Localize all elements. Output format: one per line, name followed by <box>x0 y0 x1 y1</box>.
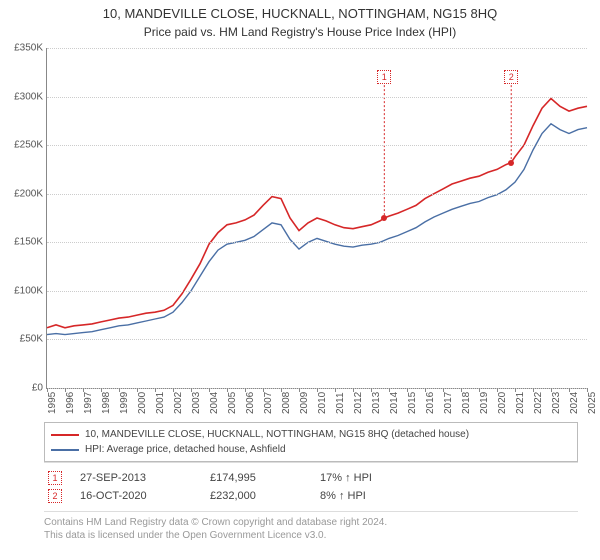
x-axis-label: 2013 <box>371 392 382 414</box>
sale-row-marker: 2 <box>48 489 62 503</box>
footnote-line: This data is licensed under the Open Gov… <box>44 529 578 542</box>
x-axis-label: 1996 <box>65 392 76 414</box>
sale-price: £232,000 <box>210 490 320 502</box>
sale-price: £174,995 <box>210 472 320 484</box>
chart-title: 10, MANDEVILLE CLOSE, HUCKNALL, NOTTINGH… <box>0 0 600 23</box>
x-axis-label: 1999 <box>119 392 130 414</box>
y-axis-label: £150K <box>14 237 43 248</box>
gridline <box>47 48 587 49</box>
footnote: Contains HM Land Registry data © Crown c… <box>44 516 578 542</box>
y-axis-label: £250K <box>14 140 43 151</box>
legend-row: 10, MANDEVILLE CLOSE, HUCKNALL, NOTTINGH… <box>51 427 571 442</box>
line-chart-svg <box>47 48 587 388</box>
x-axis-label: 1995 <box>47 392 58 414</box>
legend-row: HPI: Average price, detached house, Ashf… <box>51 442 571 457</box>
gridline <box>47 194 587 195</box>
gridline <box>47 242 587 243</box>
sale-date: 16-OCT-2020 <box>80 490 210 502</box>
x-axis-label: 2024 <box>569 392 580 414</box>
sale-hpi: 17% ↑ HPI <box>320 472 420 484</box>
y-axis-label: £200K <box>14 188 43 199</box>
x-axis-label: 2007 <box>263 392 274 414</box>
x-axis-label: 1997 <box>83 392 94 414</box>
x-axis-label: 2016 <box>425 392 436 414</box>
x-axis-label: 2023 <box>551 392 562 414</box>
legend-label: 10, MANDEVILLE CLOSE, HUCKNALL, NOTTINGH… <box>85 427 469 442</box>
x-axis-label: 2011 <box>335 392 346 414</box>
legend-label: HPI: Average price, detached house, Ashf… <box>85 442 286 457</box>
x-axis-label: 2022 <box>533 392 544 414</box>
x-axis-label: 2017 <box>443 392 454 414</box>
x-axis-label: 2010 <box>317 392 328 414</box>
x-axis-label: 2002 <box>173 392 184 414</box>
y-axis-label: £0 <box>32 383 43 394</box>
sale-marker-label: 1 <box>377 70 391 84</box>
x-axis-label: 2005 <box>227 392 238 414</box>
x-axis-label: 2014 <box>389 392 400 414</box>
legend-swatch <box>51 434 79 436</box>
y-axis-label: £100K <box>14 285 43 296</box>
sale-row-marker: 1 <box>48 471 62 485</box>
chart-subtitle: Price paid vs. HM Land Registry's House … <box>0 23 600 39</box>
x-axis-label: 1998 <box>101 392 112 414</box>
sale-date: 27-SEP-2013 <box>80 472 210 484</box>
sale-row: 1 27-SEP-2013£174,99517% ↑ HPI <box>44 469 578 487</box>
x-axis-label: 2020 <box>497 392 508 414</box>
plot-area: £0£50K£100K£150K£200K£250K£300K£350K1995… <box>46 48 587 389</box>
y-axis-label: £350K <box>14 43 43 54</box>
x-axis-label: 2009 <box>299 392 310 414</box>
y-axis-label: £300K <box>14 91 43 102</box>
sale-marker-dot <box>508 160 514 166</box>
chart-container: 10, MANDEVILLE CLOSE, HUCKNALL, NOTTINGH… <box>0 0 600 560</box>
x-axis-label: 2012 <box>353 392 364 414</box>
x-axis-label: 2003 <box>191 392 202 414</box>
sales-table: 1 27-SEP-2013£174,99517% ↑ HPI 2 16-OCT-202… <box>44 462 578 512</box>
sale-row: 2 16-OCT-2020£232,0008% ↑ HPI <box>44 487 578 505</box>
x-axis-label: 2000 <box>137 392 148 414</box>
x-axis-label: 2018 <box>461 392 472 414</box>
series-line <box>47 124 587 335</box>
gridline <box>47 97 587 98</box>
sale-marker-dot <box>381 215 387 221</box>
legend: 10, MANDEVILLE CLOSE, HUCKNALL, NOTTINGH… <box>44 422 578 462</box>
x-axis-label: 2019 <box>479 392 490 414</box>
gridline <box>47 339 587 340</box>
series-line <box>47 99 587 328</box>
gridline <box>47 145 587 146</box>
x-axis-label: 2004 <box>209 392 220 414</box>
x-axis-label: 2006 <box>245 392 256 414</box>
footnote-line: Contains HM Land Registry data © Crown c… <box>44 516 578 529</box>
sale-marker-label: 2 <box>504 70 518 84</box>
legend-swatch <box>51 449 79 451</box>
x-axis-label: 2021 <box>515 392 526 414</box>
x-axis-label: 2015 <box>407 392 418 414</box>
x-axis-label: 2001 <box>155 392 166 414</box>
sale-hpi: 8% ↑ HPI <box>320 490 420 502</box>
gridline <box>47 291 587 292</box>
x-axis-label: 2008 <box>281 392 292 414</box>
y-axis-label: £50K <box>20 334 43 345</box>
x-axis-label: 2025 <box>587 392 598 414</box>
